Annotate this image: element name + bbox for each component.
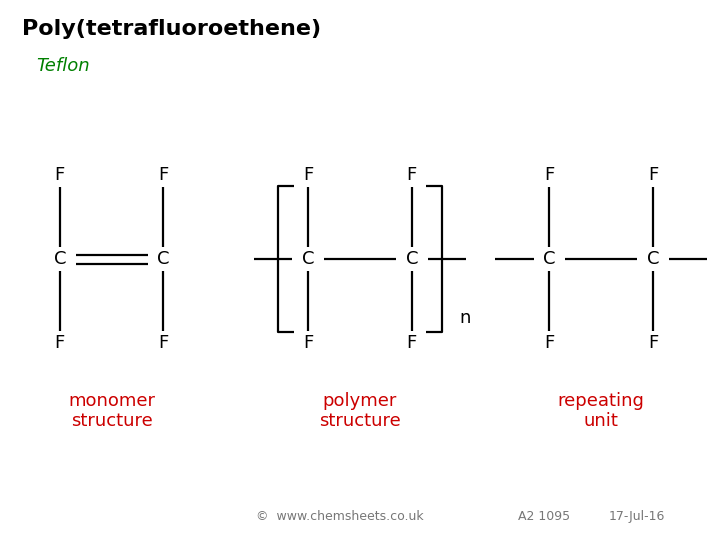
Text: F: F	[544, 166, 554, 185]
Text: C: C	[53, 250, 66, 268]
Text: F: F	[303, 334, 313, 352]
Text: polymer
structure: polymer structure	[319, 392, 401, 430]
Text: F: F	[648, 334, 658, 352]
Text: C: C	[302, 250, 315, 268]
Text: F: F	[407, 166, 417, 185]
Text: F: F	[158, 166, 168, 185]
Text: C: C	[647, 250, 660, 268]
Text: A2 1095: A2 1095	[518, 510, 570, 523]
Text: F: F	[55, 334, 65, 352]
Text: C: C	[157, 250, 170, 268]
Text: F: F	[544, 334, 554, 352]
Text: F: F	[648, 166, 658, 185]
Text: C: C	[543, 250, 556, 268]
Text: n: n	[459, 309, 471, 327]
Text: Poly(tetrafluoroethene): Poly(tetrafluoroethene)	[22, 19, 320, 39]
Text: repeating
unit: repeating unit	[558, 392, 644, 430]
Text: F: F	[407, 334, 417, 352]
Text: C: C	[405, 250, 418, 268]
Text: F: F	[158, 334, 168, 352]
Text: monomer
structure: monomer structure	[68, 392, 155, 430]
Text: 17-Jul-16: 17-Jul-16	[608, 510, 665, 523]
Text: F: F	[303, 166, 313, 185]
Text: F: F	[55, 166, 65, 185]
Text: ©  www.chemsheets.co.uk: © www.chemsheets.co.uk	[256, 510, 423, 523]
Text: Teflon: Teflon	[36, 57, 89, 75]
